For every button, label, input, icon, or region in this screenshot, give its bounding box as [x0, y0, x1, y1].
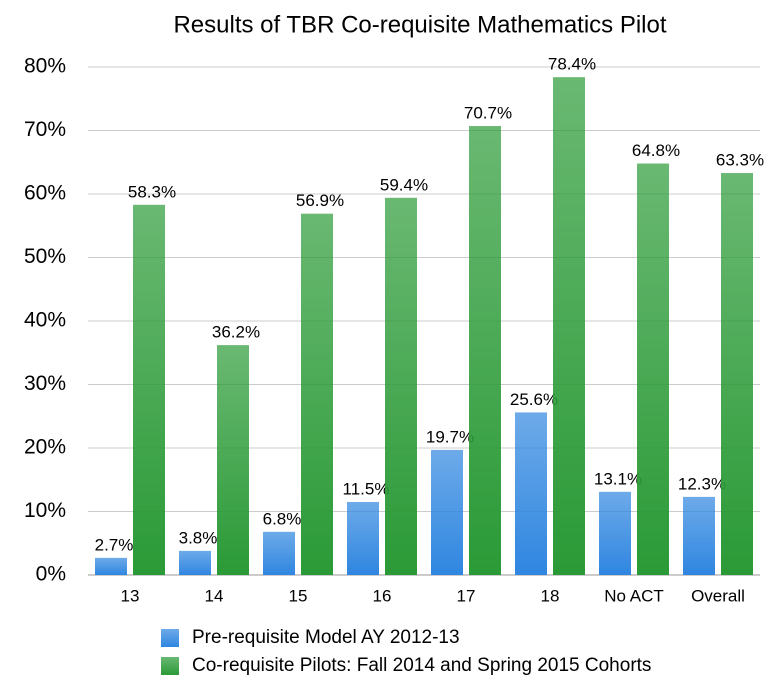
value-label: 78.4%: [548, 55, 596, 74]
bar: [179, 550, 211, 575]
x-tick-label: 16: [373, 586, 392, 605]
value-label: 70.7%: [464, 104, 512, 123]
bar: [385, 197, 417, 575]
chart-title: Results of TBR Co-requisite Mathematics …: [173, 11, 666, 38]
legend-label: Pre-requisite Model AY 2012-13: [192, 627, 460, 648]
y-tick-label: 40%: [24, 309, 66, 332]
bar: [469, 126, 501, 576]
bar: [431, 449, 463, 575]
y-tick-label: 60%: [24, 182, 66, 205]
value-label: 2.7%: [95, 535, 134, 554]
x-tick-label: 17: [457, 586, 476, 605]
value-label: 36.2%: [212, 323, 260, 342]
y-tick-label: 70%: [24, 118, 66, 141]
x-tick-label: 18: [541, 586, 560, 605]
y-tick-label: 50%: [24, 245, 66, 268]
y-tick-label: 80%: [24, 55, 66, 78]
value-label: 13.1%: [594, 469, 642, 488]
bar: [721, 173, 753, 576]
bar: [95, 557, 127, 575]
y-tick-label: 30%: [24, 372, 66, 395]
bar: [217, 345, 249, 575]
y-tick-label: 20%: [24, 436, 66, 459]
value-label: 56.9%: [296, 191, 344, 210]
legend-swatch: [161, 657, 179, 675]
value-label: 63.3%: [716, 151, 764, 170]
bar: [301, 213, 333, 575]
value-label: 3.8%: [179, 528, 218, 547]
value-label: 12.3%: [678, 474, 726, 493]
bar: [263, 531, 295, 575]
x-tick-label: No ACT: [604, 586, 664, 605]
value-label: 19.7%: [426, 427, 474, 446]
bar: [637, 163, 669, 575]
value-label: 25.6%: [510, 390, 558, 409]
value-label: 64.8%: [632, 141, 680, 160]
y-tick-label: 10%: [24, 499, 66, 522]
bar: [515, 412, 547, 575]
x-tick-label: 14: [205, 586, 224, 605]
bar: [347, 501, 379, 575]
bar: [683, 496, 715, 575]
value-label: 6.8%: [263, 509, 302, 528]
x-tick-label: Overall: [691, 586, 745, 605]
value-label: 58.3%: [128, 182, 176, 201]
legend-swatch: [161, 629, 179, 647]
x-tick-label: 15: [289, 586, 308, 605]
value-label: 11.5%: [343, 479, 390, 498]
x-tick-label: 13: [121, 586, 140, 605]
bar: [553, 77, 585, 575]
bar: [599, 491, 631, 575]
value-label: 59.4%: [380, 175, 428, 194]
legend-label: Co-requisite Pilots: Fall 2014 and Sprin…: [192, 655, 651, 676]
y-tick-label: 0%: [36, 563, 66, 586]
bar: [133, 204, 165, 576]
